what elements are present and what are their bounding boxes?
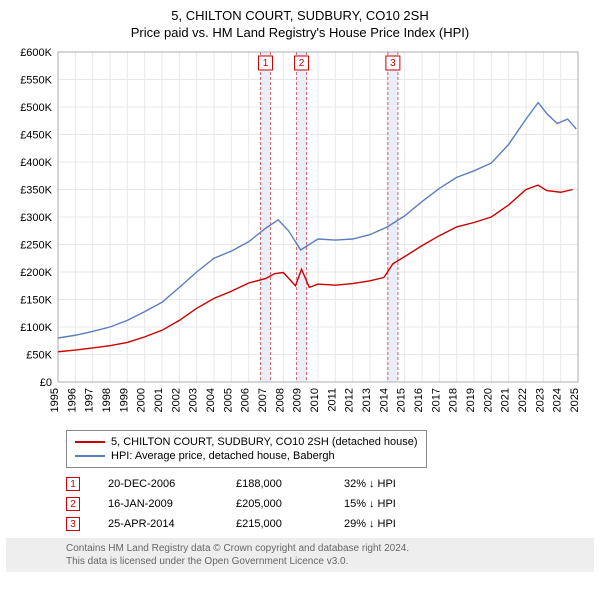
svg-text:£400K: £400K: [20, 157, 52, 169]
event-hpi-pct: 32%: [344, 478, 366, 490]
svg-text:2016: 2016: [413, 388, 425, 412]
svg-text:3: 3: [390, 58, 396, 69]
svg-text:2012: 2012: [344, 388, 356, 412]
arrow-down-icon: ↓: [369, 478, 375, 490]
svg-text:2022: 2022: [517, 388, 529, 412]
svg-text:£50K: £50K: [26, 350, 52, 362]
event-price: £188,000: [236, 478, 316, 490]
svg-text:2018: 2018: [448, 388, 460, 412]
price-chart: £0 £50K £100K £150K £200K £250K £300K £350K £400…: [6, 44, 594, 424]
svg-text:2000: 2000: [136, 388, 148, 412]
svg-text:2015: 2015: [396, 388, 408, 412]
svg-text:2024: 2024: [552, 388, 564, 412]
svg-text:2025: 2025: [569, 388, 581, 412]
legend-item: HPI: Average price, detached house, Babe…: [75, 449, 418, 463]
legend-label: HPI: Average price, detached house, Babe…: [111, 450, 335, 462]
event-marker: 3: [66, 517, 80, 531]
svg-text:£550K: £550K: [20, 75, 52, 87]
svg-text:£100K: £100K: [20, 322, 52, 334]
events-table: 120-DEC-2006£188,00032%↓HPI216-JAN-2009£…: [66, 474, 584, 534]
svg-text:1999: 1999: [118, 388, 130, 412]
svg-text:£200K: £200K: [20, 267, 52, 279]
svg-text:£600K: £600K: [20, 47, 52, 59]
legend-swatch: [75, 455, 105, 457]
event-price: £205,000: [236, 498, 316, 510]
legend-item: 5, CHILTON COURT, SUDBURY, CO10 2SH (det…: [75, 435, 418, 449]
arrow-down-icon: ↓: [369, 518, 375, 530]
svg-text:1997: 1997: [84, 388, 96, 412]
attribution: Contains HM Land Registry data © Crown c…: [6, 538, 594, 572]
svg-text:1996: 1996: [66, 388, 78, 412]
svg-text:2002: 2002: [170, 388, 182, 412]
attribution-line-1: Contains HM Land Registry data © Crown c…: [66, 542, 584, 555]
svg-text:2010: 2010: [309, 388, 321, 412]
event-hpi-suffix: HPI: [378, 518, 396, 530]
svg-text:2014: 2014: [378, 388, 390, 412]
event-hpi: 15%↓HPI: [344, 498, 396, 510]
event-hpi: 32%↓HPI: [344, 478, 396, 490]
event-hpi: 29%↓HPI: [344, 518, 396, 530]
legend-label: 5, CHILTON COURT, SUDBURY, CO10 2SH (det…: [111, 436, 418, 448]
event-row: 3 25-APR-2014 £215,000 29%↓HPI: [66, 514, 584, 534]
chart-container: 5, CHILTON COURT, SUDBURY, CO10 2SH Pric…: [0, 0, 600, 576]
svg-text:2001: 2001: [153, 388, 165, 412]
svg-text:1998: 1998: [101, 388, 113, 412]
svg-text:£150K: £150K: [20, 295, 52, 307]
event-row: 1 20-DEC-2006 £188,000 32%↓HPI: [66, 474, 584, 494]
svg-text:£500K: £500K: [20, 102, 52, 114]
svg-text:£250K: £250K: [20, 240, 52, 252]
event-date: 25-APR-2014: [108, 518, 208, 530]
svg-text:2: 2: [299, 58, 305, 69]
svg-text:2008: 2008: [274, 388, 286, 412]
svg-text:2013: 2013: [361, 388, 373, 412]
svg-text:2017: 2017: [430, 388, 442, 412]
arrow-down-icon: ↓: [369, 498, 375, 510]
legend-swatch: [75, 441, 105, 443]
svg-text:£300K: £300K: [20, 212, 52, 224]
svg-text:2007: 2007: [257, 388, 269, 412]
svg-text:1: 1: [263, 58, 269, 69]
svg-text:2006: 2006: [240, 388, 252, 412]
event-hpi-suffix: HPI: [378, 478, 396, 490]
legend: 5, CHILTON COURT, SUDBURY, CO10 2SH (det…: [66, 430, 427, 468]
svg-text:2005: 2005: [222, 388, 234, 412]
event-marker: 2: [66, 497, 80, 511]
svg-text:2021: 2021: [500, 388, 512, 412]
title-sub: Price paid vs. HM Land Registry's House …: [6, 25, 594, 40]
svg-text:2020: 2020: [482, 388, 494, 412]
event-hpi-pct: 29%: [344, 518, 366, 530]
event-date: 20-DEC-2006: [108, 478, 208, 490]
svg-text:£350K: £350K: [20, 185, 52, 197]
svg-text:£0: £0: [40, 377, 52, 389]
svg-text:2004: 2004: [205, 388, 217, 412]
svg-text:2003: 2003: [188, 388, 200, 412]
svg-text:2011: 2011: [326, 388, 338, 412]
title-main: 5, CHILTON COURT, SUDBURY, CO10 2SH: [6, 8, 594, 23]
event-hpi-pct: 15%: [344, 498, 366, 510]
svg-text:2023: 2023: [534, 388, 546, 412]
event-date: 16-JAN-2009: [108, 498, 208, 510]
title-block: 5, CHILTON COURT, SUDBURY, CO10 2SH Pric…: [6, 8, 594, 40]
svg-text:2019: 2019: [465, 388, 477, 412]
attribution-line-2: This data is licensed under the Open Gov…: [66, 555, 584, 568]
svg-text:£450K: £450K: [20, 130, 52, 142]
svg-text:1995: 1995: [49, 388, 61, 412]
svg-text:2009: 2009: [292, 388, 304, 412]
event-hpi-suffix: HPI: [378, 498, 396, 510]
event-marker: 1: [66, 477, 80, 491]
event-row: 2 16-JAN-2009 £205,000 15%↓HPI: [66, 494, 584, 514]
event-price: £215,000: [236, 518, 316, 530]
